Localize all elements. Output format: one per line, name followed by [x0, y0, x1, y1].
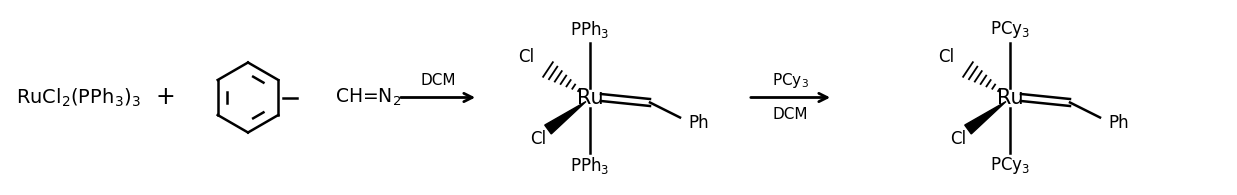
Text: Ph: Ph [1108, 113, 1128, 131]
Text: Cl: Cl [938, 49, 954, 66]
Text: +: + [155, 85, 174, 110]
Text: Ph: Ph [688, 113, 709, 131]
Polygon shape [965, 102, 1006, 134]
Text: Cl: Cl [518, 49, 534, 66]
Text: DCM: DCM [773, 107, 808, 122]
Text: PCy$_3$: PCy$_3$ [990, 155, 1030, 176]
Text: CH=N$_2$: CH=N$_2$ [335, 87, 401, 108]
Text: PPh$_3$: PPh$_3$ [570, 155, 610, 176]
Polygon shape [544, 102, 586, 134]
Text: PPh$_3$: PPh$_3$ [570, 19, 610, 40]
Text: PCy$_3$: PCy$_3$ [772, 71, 809, 90]
Text: Ru: Ru [576, 88, 604, 107]
Text: Cl: Cl [529, 129, 546, 147]
Text: RuCl$_2$(PPh$_3$)$_3$: RuCl$_2$(PPh$_3$)$_3$ [16, 86, 140, 109]
Text: PCy$_3$: PCy$_3$ [990, 19, 1030, 40]
Text: DCM: DCM [421, 73, 455, 88]
Text: Cl: Cl [950, 129, 966, 147]
Text: Ru: Ru [997, 88, 1023, 107]
